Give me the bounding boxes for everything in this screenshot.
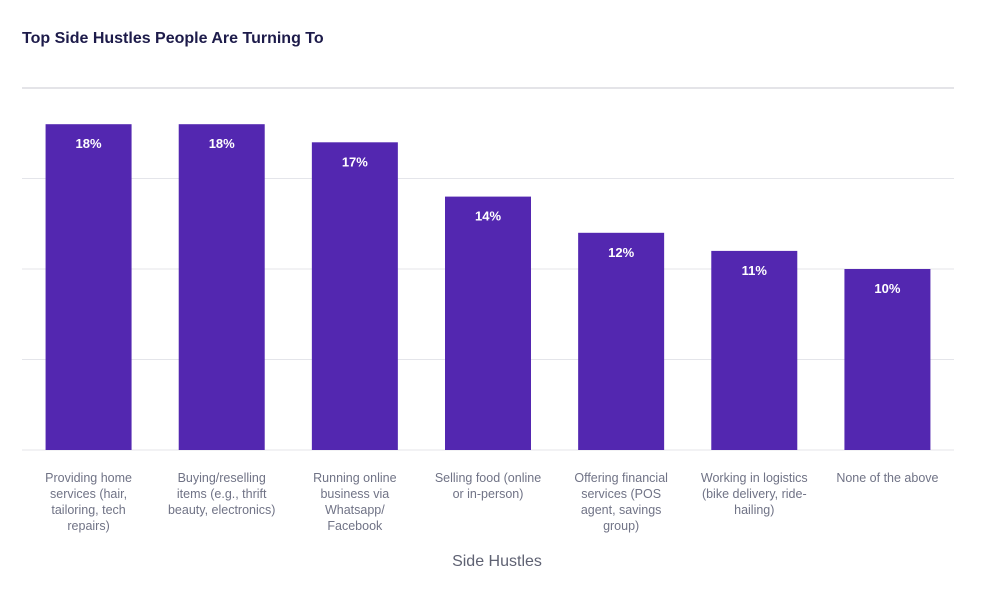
x-axis-title: Side Hustles — [452, 553, 542, 570]
bars — [45, 124, 931, 451]
bar — [445, 196, 531, 450]
bar — [178, 124, 265, 450]
bar — [711, 250, 798, 450]
data-label: 14% — [475, 209, 501, 224]
data-labels: 18% 18% 17% 14% 12% 11% 10% — [76, 136, 901, 296]
category-label: Providing home services (hair, tailoring… — [45, 471, 132, 533]
category-label: Running online business via Whatsapp/ Fa… — [313, 471, 397, 533]
data-label: 17% — [342, 154, 368, 169]
category-label: Buying/reselling items (e.g., thrift bea… — [167, 471, 276, 517]
data-label: 12% — [608, 245, 634, 260]
data-label: 10% — [874, 281, 900, 296]
bar — [844, 269, 931, 450]
category-label: None of the above — [836, 471, 939, 485]
bar — [578, 232, 665, 450]
data-label: 18% — [209, 136, 235, 151]
data-label: 11% — [742, 263, 768, 278]
bar — [45, 124, 132, 450]
category-label: Working in logistics (bike delivery, rid… — [700, 471, 808, 517]
category-label: Selling food (online or in-person) — [434, 471, 542, 501]
category-label: Offering financial services (POS agent, … — [574, 471, 668, 533]
bar — [311, 142, 398, 451]
chart-title: Top Side Hustles People Are Turning To — [22, 30, 324, 47]
data-label: 18% — [76, 136, 102, 151]
